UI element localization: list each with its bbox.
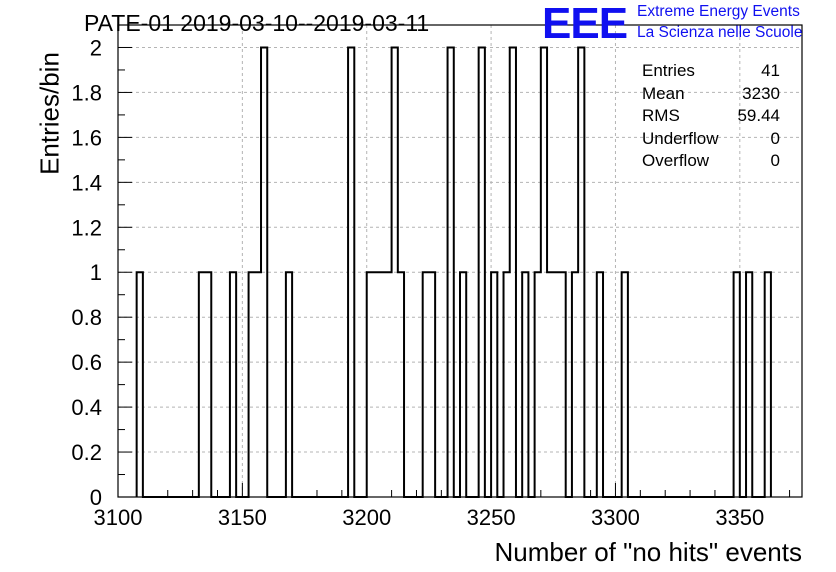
eee-logo: EEE [542,0,628,48]
x-axis-label: Number of "no hits" events [494,537,803,567]
y-tick-label: 0.2 [71,440,102,465]
plot-frame [117,24,803,498]
x-tick-label: 3100 [94,505,143,530]
stats-value: 0 [770,151,780,170]
grid-lines [118,25,802,497]
y-tick-label: 0.6 [71,350,102,375]
stats-key: RMS [642,106,680,125]
histogram-bin [249,272,255,497]
stats-value: 3230 [742,83,780,103]
stats-key: Mean [642,83,685,103]
histogram-bin [746,272,752,497]
stats-key: Underflow [642,128,719,148]
histogram-bin [373,272,379,497]
histogram-bin [510,47,516,497]
histogram-bin [504,272,510,497]
stats-row-entries: Entries 41 [640,60,780,83]
histogram-bin [199,272,205,497]
x-tick-label: 3150 [218,505,267,530]
histogram-bin [392,47,398,497]
histogram-bin [230,272,236,497]
y-tick-label: 0.8 [71,305,102,330]
y-tick-label: 1 [90,260,102,285]
histogram-bin [205,272,211,497]
y-tick-label: 2 [90,35,102,60]
histogram-bin [348,47,354,497]
stats-key: Entries [642,61,695,80]
stats-row-underflow: Underflow 0 [640,128,780,151]
histogram-bin [423,272,429,497]
histogram-bin [535,272,541,497]
histogram-bin [398,272,404,497]
x-tick-label: 3350 [715,505,764,530]
y-tick-label: 1.6 [71,125,102,150]
stats-row-rms: RMS 59.44 [640,105,780,128]
histogram-bin [429,272,435,497]
chart-title: PATE-01 2019-03-10--2019-03-11 [84,10,430,36]
histogram-bin [448,47,454,497]
stats-row-mean: Mean 3230 [640,83,780,106]
stats-row-overflow: Overflow 0 [640,150,780,173]
histogram-bin [559,272,565,497]
histogram-bin [765,272,771,497]
axis-ticks [117,24,791,498]
y-tick-label: 0 [90,485,102,510]
y-tick-label: 1.8 [71,80,102,105]
x-tick-label: 3250 [467,505,516,530]
histogram-bin [522,272,528,497]
y-tick-label: 1.2 [71,215,102,240]
histogram-bin [137,272,143,497]
stats-box: Entries 41 Mean 3230 RMS 59.44 Underflow 0 O… [640,60,780,173]
histogram-bin [255,272,261,497]
histogram-line [135,46,772,498]
histogram-bin [572,272,578,497]
histogram-bin [578,47,584,497]
histogram-bin [261,47,267,497]
stats-value: 59.44 [737,106,780,125]
histogram-bin [385,272,391,497]
x-tick-label: 3300 [591,505,640,530]
stats-value: 0 [770,128,780,148]
stats-key: Overflow [642,151,710,170]
logo-line-2: La Scienza nelle Scuole [637,24,803,41]
histogram-bin [491,272,497,497]
histogram-bin [460,272,466,497]
y-axis-label: Entries/bin [34,52,65,175]
histogram-bin [734,272,740,497]
histogram-bin [479,47,485,497]
y-tick-label: 1.4 [71,170,102,195]
histogram-bin [541,47,547,497]
x-tick-label: 3200 [342,505,391,530]
y-tick-label: 0.4 [71,395,102,420]
histogram-bin [547,272,553,497]
histogram-bin [553,272,559,497]
logo-line-1: Extreme Energy Events [637,3,800,20]
histogram-bin [622,272,628,497]
axis-tick-labels: 3100 3150 3200 3250 3300 3350 0 0.2 0.4 0.6 0.8 1 1.… [71,35,764,530]
stats-value: 41 [761,61,780,80]
histogram-bin [597,272,603,497]
histogram-bin [379,272,385,497]
histogram-bin [286,272,292,497]
histogram-bin [367,272,373,497]
